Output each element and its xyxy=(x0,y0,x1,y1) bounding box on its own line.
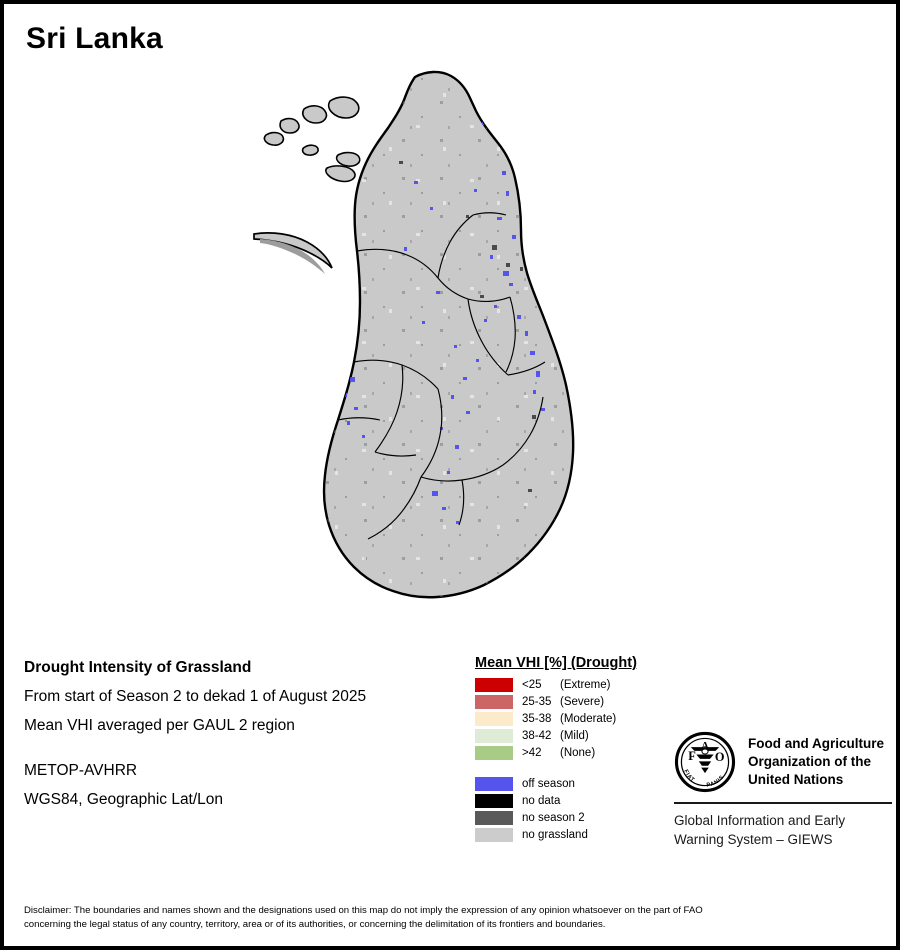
legend-spacer xyxy=(475,762,685,776)
legend-title: Mean VHI [%] (Drought) xyxy=(475,655,637,671)
legend-swatch-no-data xyxy=(475,793,513,808)
legend-row-mild[interactable]: 38-42 (Mild) xyxy=(475,728,685,743)
fao-logo-icon: F A O FIAT PANIS xyxy=(674,731,736,793)
disclaimer: Disclaimer: The boundaries and names sho… xyxy=(24,904,884,932)
fao-divider xyxy=(674,802,892,804)
legend: Mean VHI [%] (Drought) <25 (Extreme) 25-… xyxy=(475,655,685,844)
northern-islets xyxy=(263,96,361,183)
legend-swatch-none xyxy=(475,745,513,760)
fao-org-line-1: Food and Agriculture xyxy=(748,736,884,752)
legend-row-no-grassland[interactable]: no grassland xyxy=(475,827,685,842)
fao-organization-name: Food and Agriculture Organization of the… xyxy=(748,735,884,789)
legend-label-extreme: <25 (Extreme) xyxy=(522,679,610,691)
caption-metric: Mean VHI averaged per GAUL 2 region xyxy=(24,717,295,734)
legend-range-mild: 38-42 xyxy=(522,729,552,742)
fao-programme: Global Information and Early Warning Sys… xyxy=(674,812,892,850)
legend-swatch-severe xyxy=(475,694,513,709)
legend-qualifier-extreme: (Extreme) xyxy=(560,678,611,691)
svg-text:O: O xyxy=(715,750,725,764)
map-canvas[interactable] xyxy=(244,59,674,639)
fao-header: F A O FIAT PANIS Food xyxy=(674,731,892,793)
svg-text:A: A xyxy=(701,741,709,752)
svg-text:PANIS: PANIS xyxy=(706,774,725,788)
legend-qualifier-none: (None) xyxy=(560,746,596,759)
legend-row-extreme[interactable]: <25 (Extreme) xyxy=(475,677,685,692)
legend-row-no-season-2[interactable]: no season 2 xyxy=(475,810,685,825)
legend-label-none: >42 (None) xyxy=(522,747,595,759)
legend-label-no-season-2: no season 2 xyxy=(522,811,585,824)
legend-label-moderate: 35-38 (Moderate) xyxy=(522,713,616,725)
caption-projection: WGS84, Geographic Lat/Lon xyxy=(24,791,224,808)
legend-qualifier-severe: (Severe) xyxy=(560,695,605,708)
fao-programme-line-2: Warning System – GIEWS xyxy=(674,831,833,847)
svg-text:F: F xyxy=(688,749,696,763)
legend-row-none[interactable]: >42 (None) xyxy=(475,745,685,760)
page-title: Sri Lanka xyxy=(26,22,163,55)
disclaimer-line-1: Disclaimer: The boundaries and names sho… xyxy=(24,905,703,916)
legend-range-extreme: <25 xyxy=(522,678,542,691)
sri-lanka-map-svg xyxy=(244,59,674,639)
mannar-spit xyxy=(253,232,333,274)
legend-range-none: >42 xyxy=(522,746,542,759)
legend-swatch-mild xyxy=(475,728,513,743)
legend-label-off-season: off season xyxy=(522,777,575,790)
legend-swatch-moderate xyxy=(475,711,513,726)
fao-programme-line-1: Global Information and Early xyxy=(674,813,846,828)
legend-swatch-off-season xyxy=(475,776,513,791)
legend-label-no-data: no data xyxy=(522,794,561,807)
legend-row-no-data[interactable]: no data xyxy=(475,793,685,808)
caption-gap xyxy=(24,746,454,762)
caption-heading: Drought Intensity of Grassland xyxy=(24,659,252,676)
admin-boundaries xyxy=(337,212,546,540)
legend-qualifier-moderate: (Moderate) xyxy=(560,712,617,725)
legend-swatch-no-season-2 xyxy=(475,810,513,825)
legend-swatch-extreme xyxy=(475,677,513,692)
legend-label-no-grassland: no grassland xyxy=(522,828,588,841)
legend-row-moderate[interactable]: 35-38 (Moderate) xyxy=(475,711,685,726)
off-season-pixels xyxy=(341,105,545,524)
dark-pixels xyxy=(399,161,536,492)
legend-row-severe[interactable]: 25-35 (Severe) xyxy=(475,694,685,709)
legend-range-severe: 25-35 xyxy=(522,695,552,708)
caption-block: Drought Intensity of Grassland From star… xyxy=(24,659,454,820)
legend-label-severe: 25-35 (Severe) xyxy=(522,696,604,708)
legend-qualifier-mild: (Mild) xyxy=(560,729,589,742)
caption-period: From start of Season 2 to dekad 1 of Aug… xyxy=(24,688,367,705)
legend-label-mild: 38-42 (Mild) xyxy=(522,730,589,742)
fao-org-line-2: Organization of the xyxy=(748,754,871,770)
fao-block: F A O FIAT PANIS Food xyxy=(674,731,892,850)
legend-row-off-season[interactable]: off season xyxy=(475,776,685,791)
legend-range-moderate: 35-38 xyxy=(522,712,552,725)
fao-org-line-3: United Nations xyxy=(748,771,844,787)
disclaimer-line-2: concerning the legal status of any count… xyxy=(24,918,606,930)
legend-swatch-no-grassland xyxy=(475,827,513,842)
caption-sensor: METOP-AVHRR xyxy=(24,762,138,779)
